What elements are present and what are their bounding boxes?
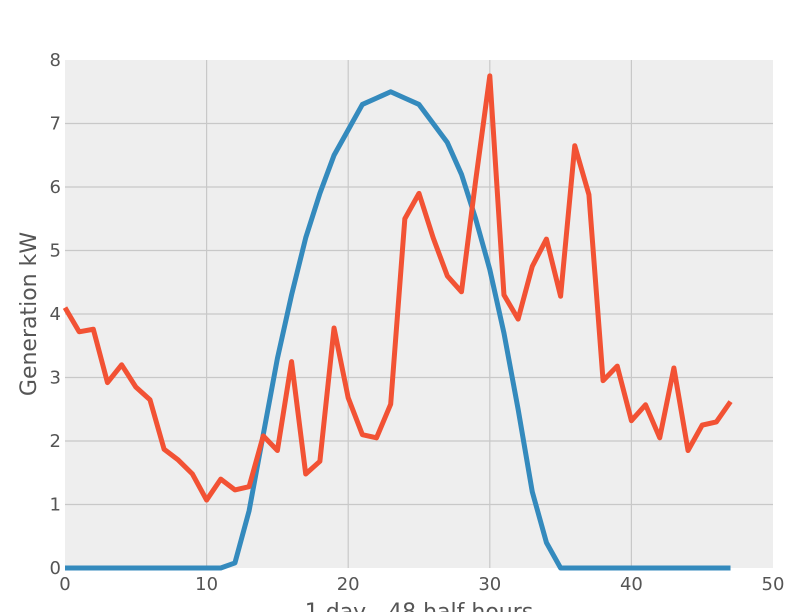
y-tick-label: 0 — [50, 558, 61, 579]
x-tick-label: 40 — [620, 574, 643, 595]
y-tick-label: 4 — [50, 304, 61, 325]
series-line-1 — [65, 89, 731, 571]
data-series — [62, 73, 733, 571]
x-axis-label: 1 day - 48 half hours — [305, 600, 534, 612]
y-tick-label: 7 — [50, 114, 61, 135]
grid — [65, 60, 773, 568]
x-axis-ticks: 0 10 20 30 40 50 — [59, 574, 784, 595]
x-tick-label: 10 — [195, 574, 218, 595]
x-tick-label: 30 — [478, 574, 501, 595]
y-tick-label: 8 — [50, 50, 61, 71]
y-tick-label: 1 — [50, 495, 61, 516]
y-axis-label: Generation kW — [17, 232, 42, 396]
x-tick-label: 50 — [762, 574, 785, 595]
x-tick-label: 0 — [59, 574, 70, 595]
y-tick-label: 2 — [50, 431, 61, 452]
y-tick-label: 5 — [50, 241, 61, 262]
y-tick-label: 6 — [50, 177, 61, 198]
y-tick-label: 3 — [50, 368, 61, 389]
y-axis-ticks: 0 1 2 3 4 5 6 7 8 — [50, 50, 61, 579]
x-tick-label: 20 — [337, 574, 360, 595]
series-line-2 — [62, 73, 733, 503]
